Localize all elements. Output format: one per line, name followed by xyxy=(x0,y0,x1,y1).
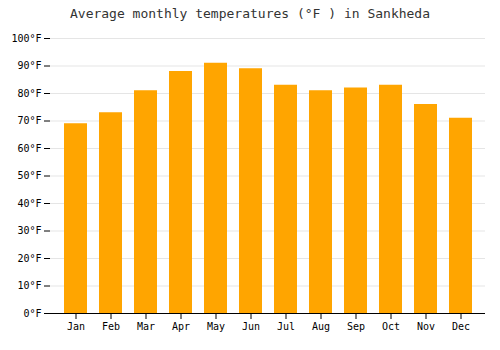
svg-text:May: May xyxy=(207,321,225,332)
svg-text:Jul: Jul xyxy=(277,321,295,332)
svg-text:Nov: Nov xyxy=(417,321,435,332)
svg-text:Apr: Apr xyxy=(172,321,190,332)
svg-text:Jun: Jun xyxy=(242,321,260,332)
svg-text:Sep: Sep xyxy=(347,321,365,332)
svg-text:Jan: Jan xyxy=(67,321,85,332)
svg-text:Feb: Feb xyxy=(102,321,120,332)
svg-text:Dec: Dec xyxy=(452,321,470,332)
svg-text:10°F: 10°F xyxy=(17,280,41,291)
svg-text:40°F: 40°F xyxy=(17,198,41,209)
html-text:Average monthly temperatures (: Average monthly temperatures (°F ) in Sa… xyxy=(70,6,430,21)
svg-text:Mar: Mar xyxy=(137,321,155,332)
svg-text:30°F: 30°F xyxy=(17,225,41,236)
svg-text:60°F: 60°F xyxy=(17,143,41,154)
svg-text:50°F: 50°F xyxy=(17,170,41,181)
svg-text:0°F: 0°F xyxy=(23,308,41,319)
svg-text:90°F: 90°F xyxy=(17,60,41,71)
svg-text:Aug: Aug xyxy=(312,321,330,332)
svg-text:100°F: 100°F xyxy=(11,33,41,44)
svg-text:70°F: 70°F xyxy=(17,115,41,126)
svg-text:20°F: 20°F xyxy=(17,253,41,264)
svg-text:80°F: 80°F xyxy=(17,88,41,99)
svg-text:Oct: Oct xyxy=(382,321,400,332)
